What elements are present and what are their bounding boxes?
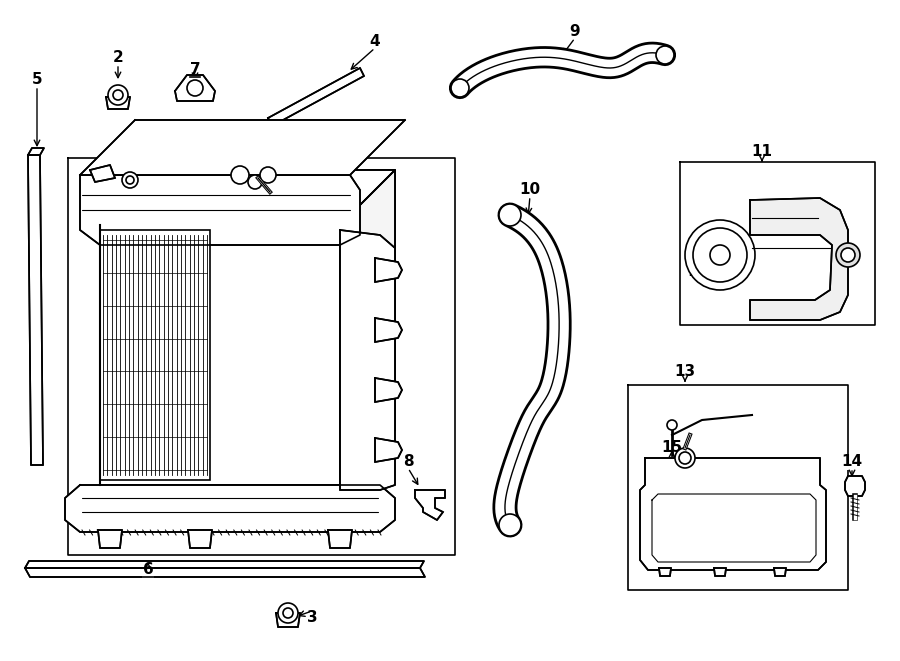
Text: 12: 12 xyxy=(688,264,708,280)
Polygon shape xyxy=(98,530,122,548)
Circle shape xyxy=(278,603,298,623)
Circle shape xyxy=(187,80,203,96)
Circle shape xyxy=(122,172,138,188)
Text: 6: 6 xyxy=(142,563,153,578)
Polygon shape xyxy=(25,561,424,568)
Circle shape xyxy=(451,79,469,97)
Circle shape xyxy=(283,608,293,618)
Polygon shape xyxy=(100,225,340,485)
Circle shape xyxy=(108,85,128,105)
Polygon shape xyxy=(175,75,215,101)
Circle shape xyxy=(499,514,521,536)
Polygon shape xyxy=(659,568,671,576)
Text: 11: 11 xyxy=(752,145,772,159)
Text: 7: 7 xyxy=(190,63,201,77)
Polygon shape xyxy=(640,458,826,570)
Circle shape xyxy=(667,420,677,430)
Polygon shape xyxy=(100,170,395,225)
Polygon shape xyxy=(276,613,300,627)
Polygon shape xyxy=(340,170,395,485)
Polygon shape xyxy=(375,438,402,462)
Circle shape xyxy=(656,46,674,64)
Polygon shape xyxy=(90,165,115,182)
Circle shape xyxy=(679,452,691,464)
Text: 2: 2 xyxy=(112,50,123,65)
Text: 5: 5 xyxy=(32,73,42,87)
Polygon shape xyxy=(415,490,445,520)
Polygon shape xyxy=(845,476,865,496)
Polygon shape xyxy=(28,155,43,465)
Polygon shape xyxy=(375,318,402,342)
Circle shape xyxy=(685,220,755,290)
Polygon shape xyxy=(80,120,405,175)
Text: 1: 1 xyxy=(210,141,220,155)
Text: 8: 8 xyxy=(402,455,413,469)
Polygon shape xyxy=(25,568,425,577)
Circle shape xyxy=(126,176,134,184)
Text: 15: 15 xyxy=(662,440,682,455)
Circle shape xyxy=(499,204,521,226)
Polygon shape xyxy=(80,175,360,245)
Text: 9: 9 xyxy=(570,24,580,40)
Circle shape xyxy=(675,448,695,468)
Circle shape xyxy=(693,228,747,282)
Text: 14: 14 xyxy=(842,455,862,469)
Polygon shape xyxy=(100,230,210,480)
Polygon shape xyxy=(328,530,352,548)
Polygon shape xyxy=(106,97,130,109)
Polygon shape xyxy=(340,230,395,490)
Polygon shape xyxy=(714,568,726,576)
Circle shape xyxy=(248,175,262,189)
Circle shape xyxy=(260,167,276,183)
Circle shape xyxy=(841,248,855,262)
Polygon shape xyxy=(65,485,395,532)
Polygon shape xyxy=(375,378,402,402)
Polygon shape xyxy=(268,68,364,126)
Circle shape xyxy=(836,243,860,267)
Text: 10: 10 xyxy=(519,182,541,198)
Circle shape xyxy=(113,90,123,100)
Polygon shape xyxy=(28,148,44,155)
Polygon shape xyxy=(375,258,402,282)
Text: 4: 4 xyxy=(370,34,381,50)
Circle shape xyxy=(710,245,730,265)
Polygon shape xyxy=(774,568,786,576)
Circle shape xyxy=(231,166,249,184)
Text: 3: 3 xyxy=(307,609,318,625)
Polygon shape xyxy=(188,530,212,548)
Polygon shape xyxy=(750,198,848,320)
Text: 13: 13 xyxy=(674,364,696,379)
